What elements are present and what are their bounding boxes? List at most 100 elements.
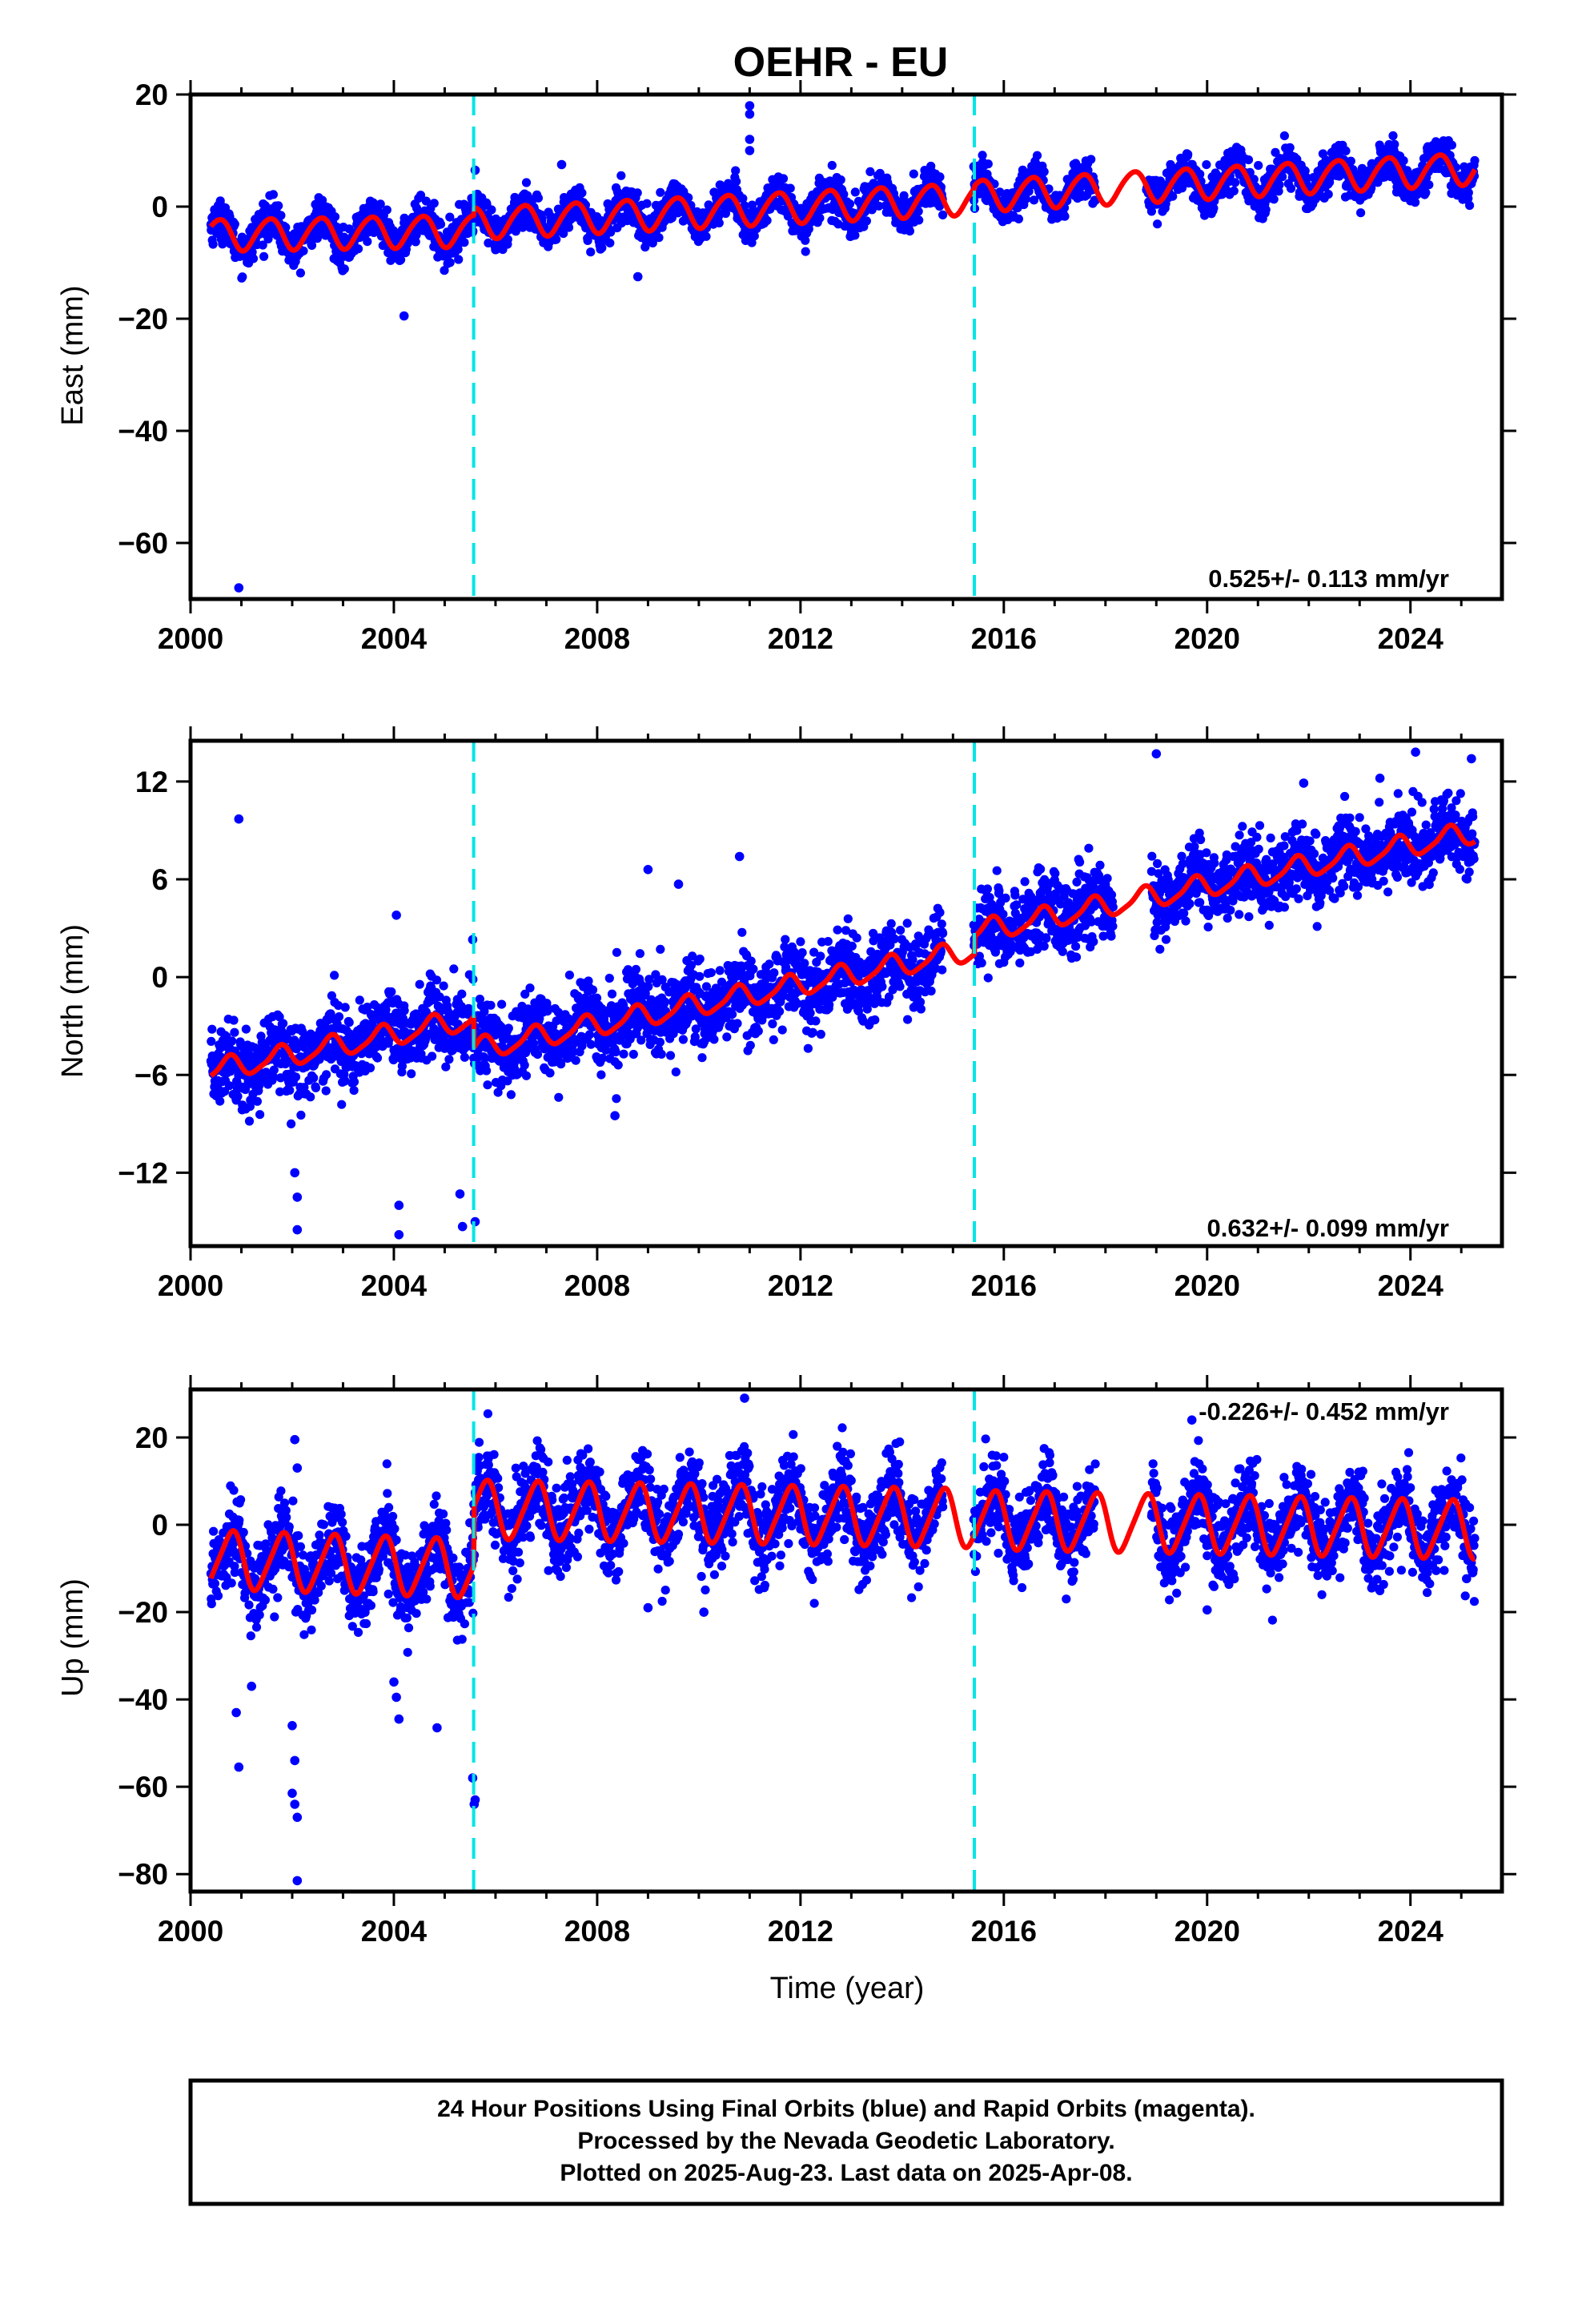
east-position-point (521, 178, 532, 187)
east-position-point (429, 199, 439, 208)
east-x-tick-label: 2008 (564, 622, 630, 655)
north-position-point (628, 1049, 638, 1059)
east-position-point (836, 175, 845, 185)
east-position-point (1254, 161, 1263, 171)
north-position-point (728, 1010, 737, 1019)
north-position-point (344, 1018, 354, 1027)
east-position-point (801, 235, 810, 245)
north-position-point (457, 989, 467, 999)
north-position-point (486, 1000, 496, 1010)
east-outlier-point (399, 311, 409, 321)
east-y-tick-label: 0 (151, 191, 168, 223)
east-outlier-point (745, 146, 755, 155)
north-position-point (432, 975, 442, 985)
east-position-point (353, 244, 363, 254)
east-position-point (1032, 151, 1042, 160)
east-position-point (436, 219, 446, 229)
north-position-point (207, 1036, 216, 1046)
east-position-point (1261, 205, 1271, 215)
east-position-point (1464, 188, 1473, 198)
east-position-point (339, 264, 349, 274)
east-position-point (1421, 188, 1431, 198)
east-position-point (487, 205, 496, 215)
north-position-point (678, 1035, 689, 1044)
east-position-point (1411, 198, 1420, 207)
east-position-point (731, 166, 741, 175)
east-position-point (747, 200, 757, 210)
east-position-point (503, 235, 512, 244)
north-position-point (656, 1049, 666, 1059)
north-position-point (387, 987, 396, 997)
north-position-point (504, 1023, 513, 1033)
east-position-point (1346, 156, 1355, 166)
north-position-point (665, 1051, 676, 1060)
north-position-point (334, 1012, 344, 1022)
north-position-point (796, 937, 805, 947)
east-position-point (850, 187, 860, 197)
east-position-point (258, 240, 267, 250)
east-x-tick-label: 2012 (768, 622, 833, 655)
east-position-point (416, 191, 426, 200)
east-position-point (749, 231, 759, 241)
north-position-point (482, 1066, 492, 1076)
east-position-point (1021, 194, 1031, 203)
east-position-point (801, 247, 810, 256)
north-position-point (483, 1080, 492, 1090)
north-position-point (777, 1025, 787, 1035)
east-position-point (1039, 167, 1049, 176)
north-position-point (311, 1083, 321, 1092)
east-position-point (330, 212, 340, 222)
east-y-tick-label: −20 (118, 303, 168, 336)
east-position-point (511, 227, 520, 236)
north-position-point (619, 1049, 628, 1059)
east-position-point (815, 213, 825, 223)
east-position-point (382, 205, 391, 215)
east-position-point (299, 246, 308, 255)
east-position-point (740, 201, 749, 211)
east-position-point (318, 195, 327, 205)
north-position-point (244, 1116, 255, 1126)
east-position-point (230, 219, 239, 229)
north-position-point (775, 1007, 785, 1016)
north-position-point (355, 995, 364, 1005)
east-x-tick-label: 2020 (1174, 622, 1240, 655)
north-position-point (372, 1053, 383, 1063)
north-position-point (635, 949, 645, 959)
east-position-point (656, 187, 665, 197)
east-position-point (632, 188, 642, 198)
north-position-point (706, 968, 716, 978)
east-position-point (899, 191, 909, 200)
east-position-point (586, 247, 596, 257)
north-position-point (444, 1055, 454, 1064)
north-position-point (306, 1092, 315, 1102)
east-position-point (738, 194, 748, 203)
east-position-point (411, 237, 420, 247)
east-position-point (1231, 178, 1240, 187)
north-position-point (656, 944, 665, 954)
east-position-point (454, 255, 464, 264)
north-position-point (241, 1024, 251, 1034)
east-data-layer (206, 94, 1480, 599)
east-y-tick-label: 20 (135, 78, 168, 111)
east-position-point (909, 169, 918, 179)
north-position-point (415, 979, 424, 989)
north-position-point (612, 1094, 621, 1104)
east-position-point (721, 208, 731, 219)
north-position-point (607, 989, 617, 999)
east-position-point (701, 231, 711, 241)
east-position-point (238, 272, 247, 282)
east-position-point (1323, 190, 1333, 199)
north-position-point (230, 1027, 239, 1037)
east-x-tick-label: 2004 (361, 622, 428, 655)
east-position-point (564, 223, 574, 232)
north-position-point (571, 1055, 580, 1065)
east-position-point (259, 251, 269, 261)
east-position-point (274, 201, 283, 211)
north-position-point (252, 1096, 262, 1106)
east-position-point (1243, 155, 1254, 165)
east-position-point (778, 174, 789, 183)
north-position-point (285, 1085, 295, 1095)
north-position-point (349, 1086, 359, 1096)
east-position-point (1086, 155, 1096, 164)
east-panel: 2000 2004 2008 2012 2016 2020 2024200−20−40−60… (56, 78, 1516, 655)
